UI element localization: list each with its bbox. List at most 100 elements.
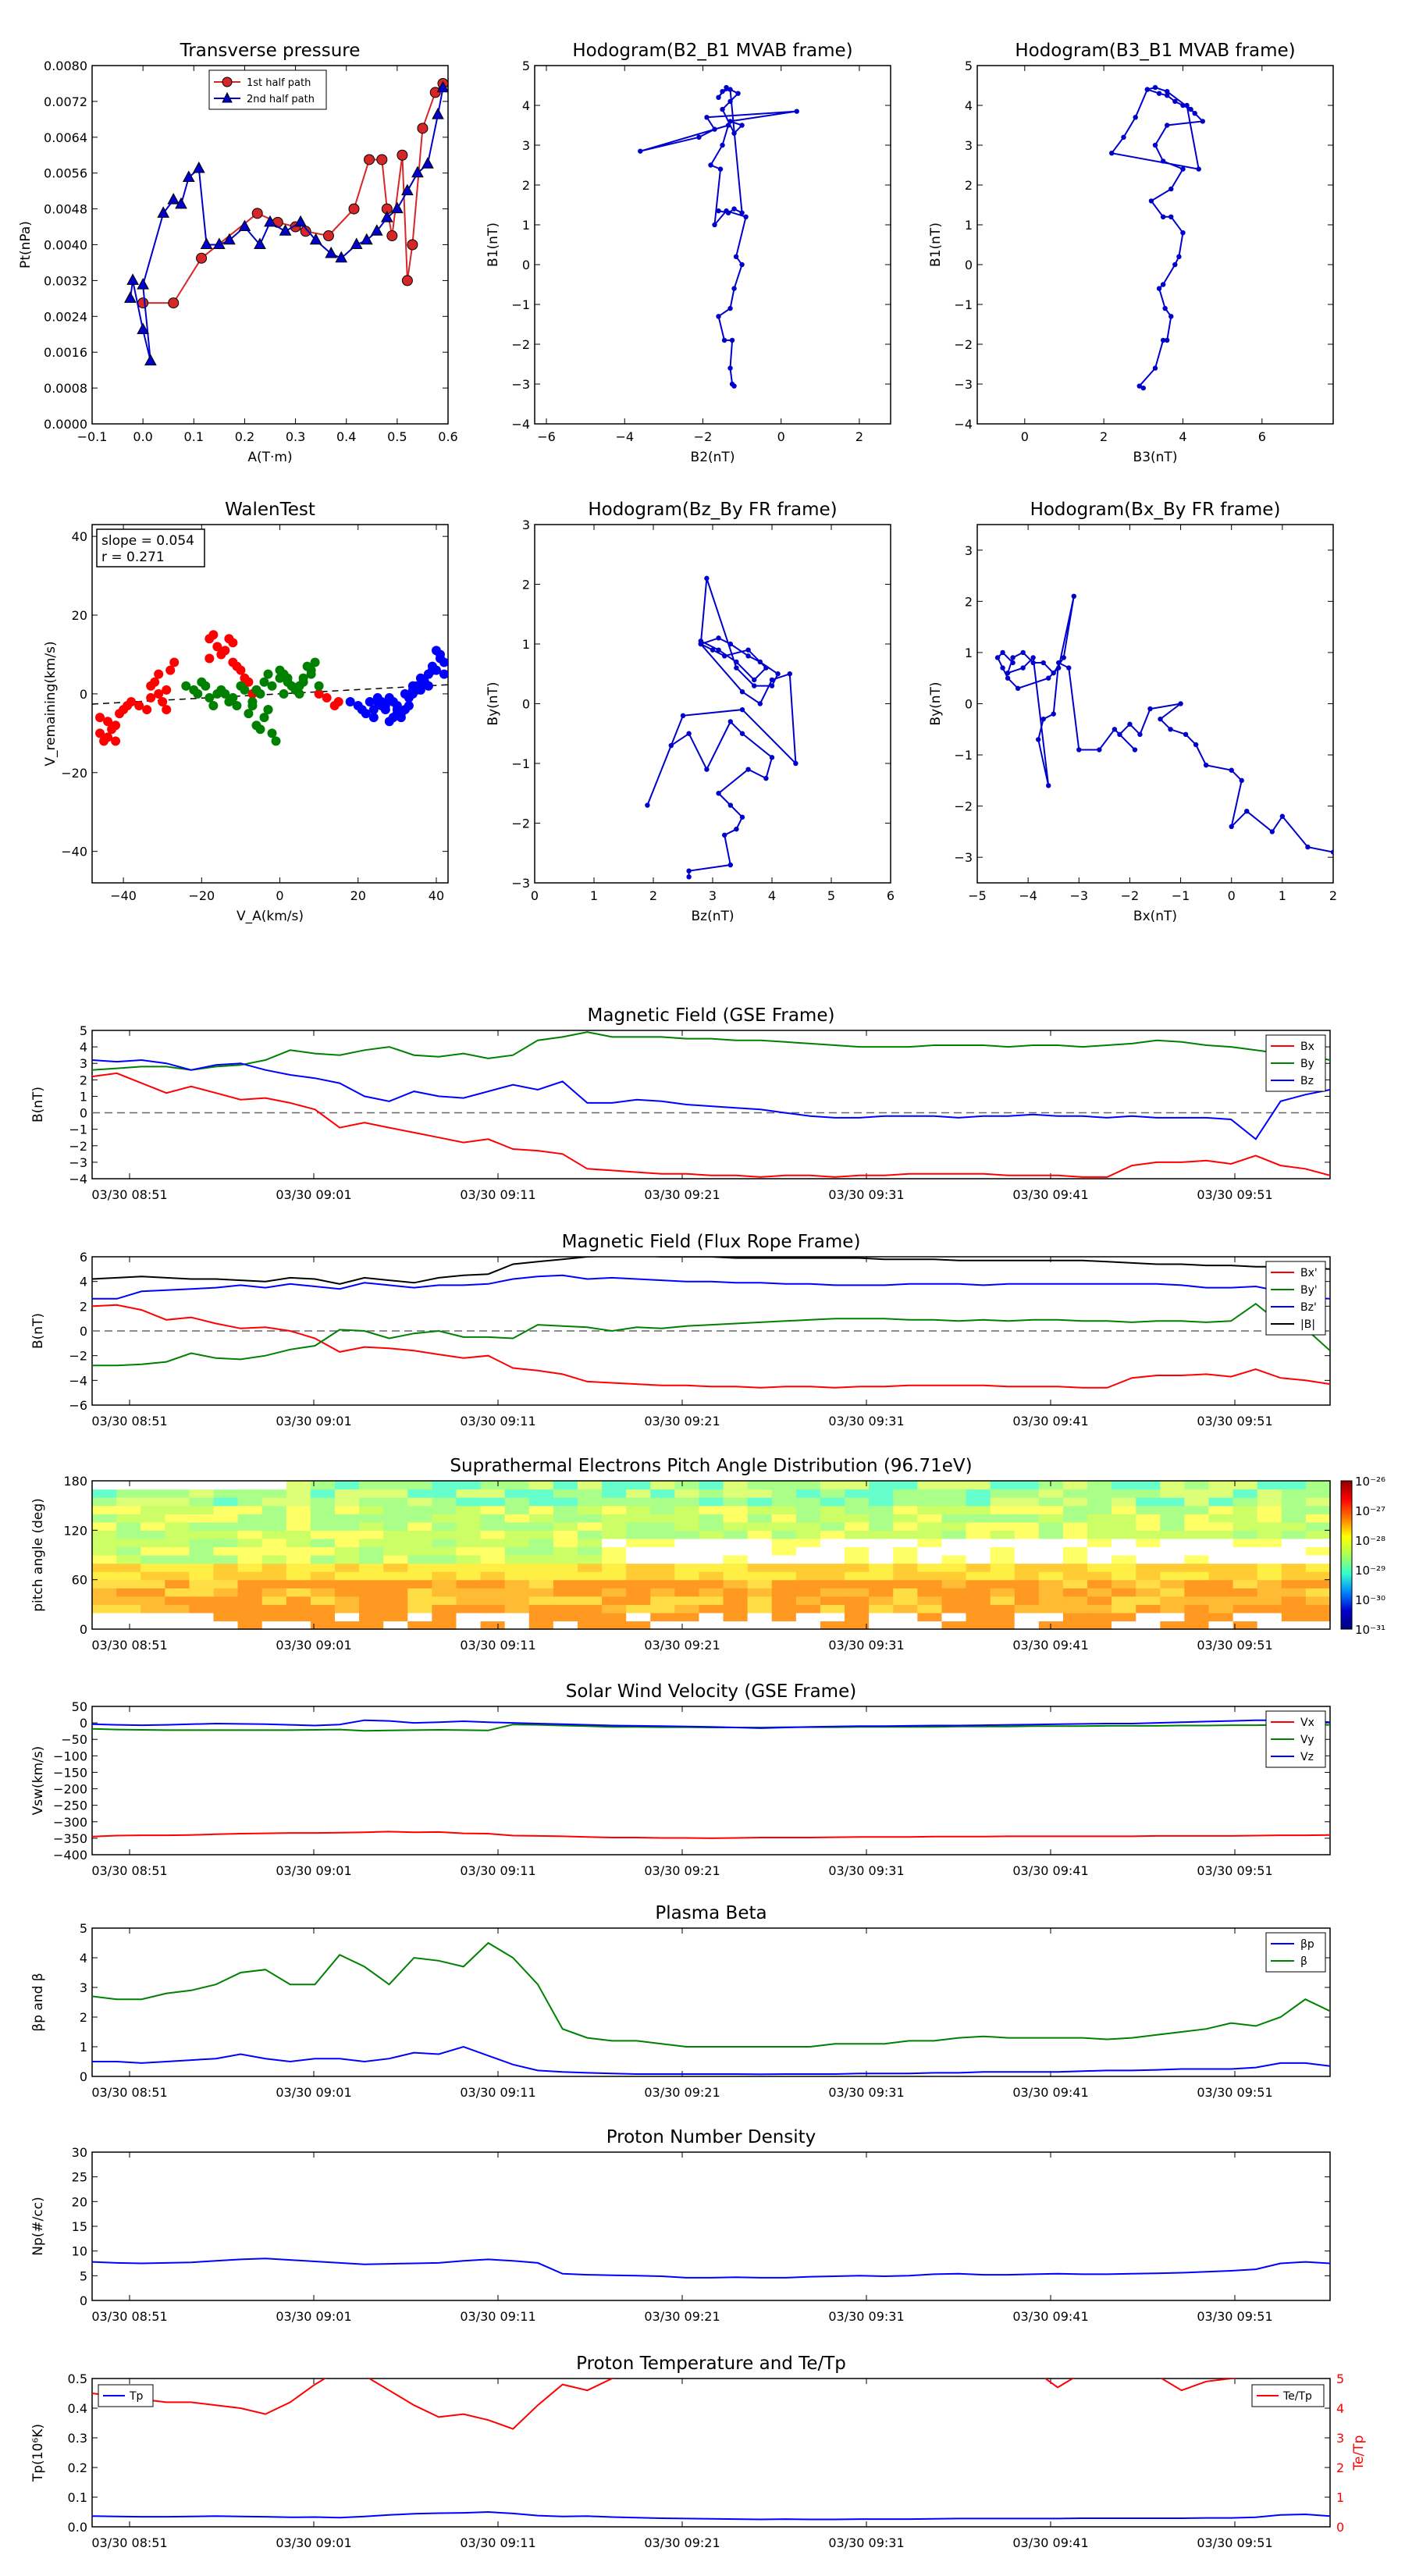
heatmap-cell <box>966 1530 991 1539</box>
scatter-point-3-1-38 <box>267 681 277 691</box>
x-tick-label-6-5: 03/30 09:41 <box>1012 1187 1088 1202</box>
x-tick-label-6-6: 03/30 09:51 <box>1197 1187 1272 1202</box>
heatmap-cell <box>1014 1489 1040 1498</box>
heatmap-cell <box>1257 1588 1282 1597</box>
x-tick-label-7-3: 03/30 09:21 <box>644 1414 720 1429</box>
heatmap-cell <box>747 1571 773 1581</box>
plot-frame-1 <box>534 65 891 425</box>
heatmap-cell <box>577 1481 603 1490</box>
plot-frame-4 <box>534 524 891 884</box>
heatmap-cell <box>771 1546 797 1556</box>
scatter-point-3-2-30 <box>431 646 441 656</box>
heatmap-cell <box>699 1521 724 1531</box>
data-point-0-0-13 <box>397 149 408 161</box>
x-tick-label-11-3: 03/30 09:21 <box>644 2309 720 2324</box>
heatmap-cell <box>116 1604 141 1614</box>
heatmap-cell <box>771 1505 797 1514</box>
y-tick-label-3-3: 20 <box>72 608 87 623</box>
data-point-5-0-21 <box>1076 747 1082 753</box>
heatmap-cell <box>723 1546 749 1556</box>
heatmap-cell <box>553 1481 578 1490</box>
data-point-4-0-30 <box>757 659 763 665</box>
heatmap-cell <box>359 1612 384 1622</box>
heatmap-cell <box>845 1521 870 1531</box>
heatmap-cell <box>602 1514 627 1523</box>
heatmap-cell <box>626 1621 651 1630</box>
heatmap-cell <box>504 1521 530 1531</box>
heatmap-cell <box>1112 1505 1136 1514</box>
heatmap-cell <box>1184 1530 1210 1539</box>
heatmap-cell <box>893 1571 918 1581</box>
heatmap-cell <box>1062 1481 1088 1490</box>
heatmap-cell <box>1232 1612 1258 1622</box>
heatmap-cell <box>626 1546 651 1556</box>
heatmap-cell <box>845 1621 870 1630</box>
heatmap-cell <box>699 1588 724 1597</box>
data-point-5-0-14 <box>1147 706 1153 712</box>
heatmap-cell <box>1087 1538 1112 1548</box>
scatter-point-3-0-29 <box>228 638 238 648</box>
y-tick-label-1-1: −3 <box>511 377 530 392</box>
data-point-4-0-31 <box>745 653 751 659</box>
x-tick-label-0-6: 0.5 <box>387 429 407 444</box>
heatmap-cell <box>1208 1621 1234 1630</box>
heatmap-cell <box>1208 1497 1234 1507</box>
heatmap-cell <box>140 1538 165 1548</box>
y-tick-label-1-6: 2 <box>522 178 530 193</box>
data-point-5-0-20 <box>1097 747 1102 753</box>
heatmap-cell <box>917 1621 943 1630</box>
heatmap-cell <box>845 1588 870 1597</box>
heatmap-cell <box>213 1530 239 1539</box>
x-tick-label-4-2: 2 <box>649 888 657 903</box>
heatmap-cell <box>917 1530 943 1539</box>
y-tick-label-3-4: 40 <box>72 529 87 544</box>
y-tick-label-5-5: 2 <box>965 594 973 609</box>
heatmap-cell <box>674 1579 700 1589</box>
heatmap-cell <box>893 1604 918 1614</box>
heatmap-cell <box>237 1530 263 1539</box>
heatmap-cell <box>602 1588 627 1597</box>
x-tick-label-7-4: 03/30 09:31 <box>828 1414 904 1429</box>
scatter-point-3-0-9 <box>95 713 105 723</box>
scatter-point-3-2-5 <box>368 713 379 723</box>
heatmap-cell <box>869 1563 894 1572</box>
heatmap-cell <box>237 1563 263 1572</box>
heatmap-cell <box>140 1481 165 1490</box>
heatmap-cell <box>480 1546 506 1556</box>
legend-label-6-1: By <box>1300 1058 1314 1070</box>
scatter-point-3-0-18 <box>162 685 172 695</box>
chart-title-5: Hodogram(Bx_By FR frame) <box>1030 500 1281 520</box>
x-tick-label-6-3: 03/30 09:21 <box>644 1187 720 1202</box>
heatmap-cell <box>334 1514 360 1523</box>
x-tick-label-9-5: 03/30 09:41 <box>1012 1863 1088 1878</box>
heatmap-cell <box>1257 1563 1282 1572</box>
heatmap-cell <box>771 1604 797 1614</box>
y-tick-label-2-2: −2 <box>954 337 973 352</box>
heatmap-cell <box>213 1588 239 1597</box>
heatmap-cell <box>626 1530 651 1539</box>
heatmap-cell <box>92 1546 117 1556</box>
y-axis-label-5: By(nT) <box>928 681 944 725</box>
heatmap-cell <box>383 1530 408 1539</box>
scatter-point-3-0-10 <box>103 717 113 727</box>
data-point-5-0-36 <box>1061 655 1066 660</box>
heatmap-cell <box>1160 1505 1186 1514</box>
heatmap-cell <box>1160 1588 1186 1597</box>
scatter-point-3-0-11 <box>111 736 121 746</box>
legend-marker-0-0 <box>222 76 233 87</box>
heatmap-cell <box>1281 1571 1307 1581</box>
heatmap-cell <box>1208 1563 1234 1572</box>
scatter-point-3-1-46 <box>279 688 289 699</box>
annotation-text-3-1: r = 0.271 <box>101 550 165 565</box>
heatmap-cell <box>116 1588 141 1597</box>
plot-area-5 <box>994 593 1333 855</box>
y-tick-label-10-0: 0 <box>80 2069 87 2084</box>
data-point-1-0-5 <box>716 314 721 319</box>
heatmap-cell <box>1136 1530 1161 1539</box>
data-point-5-0-15 <box>1137 731 1143 738</box>
heatmap-cell <box>1281 1530 1307 1539</box>
data-point-4-0-20 <box>787 671 792 677</box>
data-point-5-0-1 <box>1305 844 1311 850</box>
heatmap-cell <box>237 1555 263 1564</box>
